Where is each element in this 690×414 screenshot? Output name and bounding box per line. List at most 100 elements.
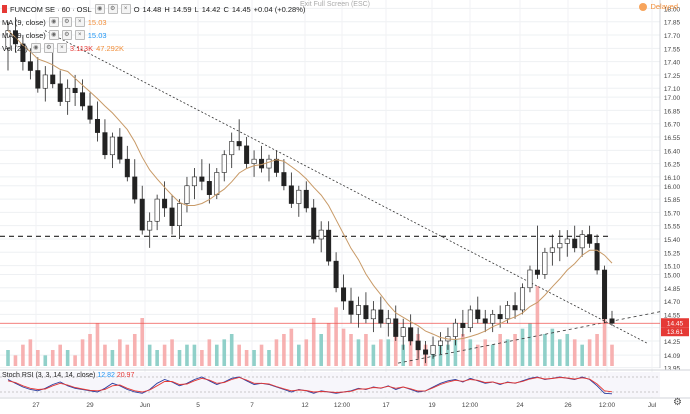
candle-body xyxy=(162,198,168,209)
settings-icon[interactable]: ⚙ xyxy=(107,4,118,14)
volume-bar xyxy=(468,339,473,366)
eye-icon[interactable]: ◉ xyxy=(30,43,41,53)
candle-body xyxy=(512,305,518,311)
delayed-badge[interactable]: Delayed xyxy=(639,2,678,11)
rsi-legend: Stoch RSI (3, 3, 14, 14, close) 12.82 20… xyxy=(2,372,134,379)
x-tick-label: 12:00 xyxy=(599,402,616,409)
settings-icon[interactable]: ⚙ xyxy=(61,17,72,27)
volume-bar xyxy=(110,350,115,366)
volume-bar xyxy=(535,286,540,366)
rsi-value-k: 12.82 xyxy=(97,372,115,379)
candle-body xyxy=(460,322,466,328)
close-icon[interactable]: × xyxy=(56,43,67,53)
x-tick-label: 5 xyxy=(196,402,200,409)
volume-bar xyxy=(356,339,361,366)
volume-bar xyxy=(438,344,443,366)
volume-bar xyxy=(125,344,130,366)
volume-bar xyxy=(528,323,532,366)
volume-bar xyxy=(408,339,413,366)
ma2-label[interactable]: MA (9, close) xyxy=(2,30,46,40)
eye-icon[interactable]: ◉ xyxy=(48,30,59,40)
volume-bar xyxy=(319,334,323,366)
candle-body xyxy=(311,207,317,240)
candle-body xyxy=(72,87,78,93)
clock-icon xyxy=(639,2,648,11)
candle-body xyxy=(139,198,145,231)
candle-body xyxy=(467,309,473,328)
y-tick-label: 17.40 xyxy=(664,60,681,67)
volume-bar xyxy=(140,318,145,366)
candle-body xyxy=(229,141,235,156)
vol-value: 3.113K xyxy=(69,43,94,53)
x-tick-label: Jun xyxy=(140,402,151,409)
candle-body xyxy=(124,158,130,178)
volume-bar xyxy=(393,334,398,366)
volume-bar xyxy=(214,344,219,366)
low-value: 14.42 xyxy=(201,4,221,14)
y-tick-label: 16.70 xyxy=(664,122,681,129)
candle-body xyxy=(482,318,488,324)
volume-bar xyxy=(21,344,25,366)
volume-bar xyxy=(550,328,555,366)
candle-body xyxy=(214,172,220,195)
y-tick-label: 16.40 xyxy=(664,148,681,155)
volume-bar xyxy=(543,334,547,366)
volume-bar xyxy=(513,334,517,366)
uptrend-line xyxy=(397,311,661,364)
last-price-tag xyxy=(661,318,689,328)
x-tick-label: 12:00 xyxy=(462,402,479,409)
candle-body xyxy=(430,345,436,355)
candle-body xyxy=(42,74,48,89)
vol-ma-value: 47.292K xyxy=(96,43,125,53)
candle-body xyxy=(385,318,391,324)
x-tick-label: 24 xyxy=(516,402,524,409)
settings-icon[interactable]: ⚙ xyxy=(61,30,72,40)
candle-body xyxy=(303,189,309,209)
close-icon[interactable]: × xyxy=(74,17,85,27)
high-label: H xyxy=(164,4,170,14)
y-tick-label: 14.25 xyxy=(664,339,681,346)
candle-body xyxy=(408,327,414,342)
fullscreen-hint[interactable]: Exit Full Screen (ESC) xyxy=(300,1,371,8)
candle-body xyxy=(333,260,339,289)
volume-bar xyxy=(282,334,286,366)
eye-icon[interactable]: ◉ xyxy=(48,17,59,27)
volume-bar xyxy=(147,344,152,366)
countdown-tag xyxy=(661,327,689,337)
candle-body xyxy=(35,70,41,89)
volume-bar xyxy=(602,296,607,366)
symbol-title[interactable]: FUNCOM SE · 60 · OSL xyxy=(10,4,92,14)
eye-icon[interactable]: ◉ xyxy=(94,4,105,14)
vol-label[interactable]: Vol (20) xyxy=(2,43,28,53)
volume-bar xyxy=(595,334,599,366)
candle-body xyxy=(437,340,443,346)
settings-icon[interactable]: ⚙ xyxy=(43,43,54,53)
candle-body xyxy=(244,145,250,164)
close-value: 14.45 xyxy=(231,4,251,14)
volume-bar xyxy=(28,339,33,366)
volume-bar xyxy=(289,328,294,366)
candle-body xyxy=(534,269,540,275)
rsi-label[interactable]: Stoch RSI (3, 3, 14, 14, close) xyxy=(2,372,96,379)
candle-body xyxy=(57,83,63,102)
low-label: L xyxy=(194,4,199,14)
volume-bar xyxy=(36,350,40,366)
candle-body xyxy=(370,309,376,320)
chart-settings-icon[interactable]: ⚙ xyxy=(673,397,682,408)
vol-legend: Vol (20) ◉ ⚙ × 3.113K 47.292K xyxy=(2,43,124,53)
rsi-d-line xyxy=(7,377,613,393)
candle-body xyxy=(400,327,406,337)
close-icon[interactable]: × xyxy=(120,4,131,14)
volume-bar xyxy=(192,344,197,366)
high-value: 14.59 xyxy=(172,4,192,14)
volume-bar xyxy=(446,344,450,366)
volume-bar xyxy=(103,344,107,366)
close-icon[interactable]: × xyxy=(74,30,85,40)
candle-body xyxy=(490,314,496,324)
volume-bar xyxy=(565,334,570,366)
delayed-label: Delayed xyxy=(650,2,678,11)
candle-body xyxy=(549,247,555,253)
ma1-label[interactable]: MA (9, close) xyxy=(2,17,46,27)
